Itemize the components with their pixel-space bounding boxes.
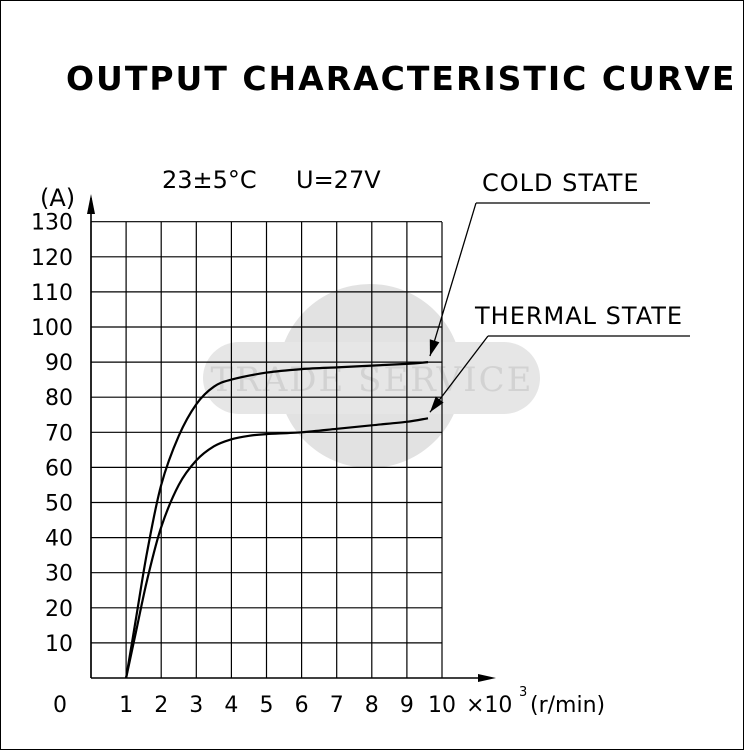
y-tick-label: 120 (31, 246, 73, 271)
x-tick-label: 9 (400, 693, 414, 718)
y-tick-label: 70 (45, 421, 73, 446)
x-multiplier-exponent: 3 (519, 685, 527, 700)
chart-title: OUTPUT CHARACTERISTIC CURVE (66, 59, 736, 98)
x-tick-label: 5 (260, 693, 274, 718)
y-tick-label: 60 (45, 456, 73, 481)
x-tick-label: 4 (224, 693, 238, 718)
series-label-thermal-state-arrowhead (429, 396, 444, 413)
x-tick-label: 3 (189, 693, 203, 718)
x-tick-label: 10 (428, 693, 456, 718)
grid (90, 221, 443, 678)
x-multiplier: ×10 (466, 693, 512, 718)
y-tick-label: 110 (31, 281, 73, 306)
y-axis-arrow (87, 194, 95, 214)
y-tick-label: 30 (45, 562, 73, 587)
x-tick-label: 1 (119, 693, 133, 718)
series-label-cold-state-leader (429, 202, 477, 357)
y-tick-label: 50 (45, 492, 73, 517)
series-labels: COLD STATE THERMAL STATE (429, 169, 690, 413)
series-curves (125, 361, 429, 679)
series-line-cold-state (125, 361, 429, 679)
condition-voltage: U=27V (296, 166, 381, 194)
condition-temperature: 23±5°C (162, 166, 257, 194)
x-axis-arrow (478, 674, 496, 682)
x-tick-label: 2 (154, 693, 168, 718)
y-tick-label: 40 (45, 527, 73, 552)
axes (87, 194, 496, 682)
x-tick-label: 6 (295, 693, 309, 718)
origin-label: 0 (53, 693, 67, 718)
series-label-cold-state-arrowhead (429, 339, 440, 357)
x-tick-labels: 1 2 3 4 5 6 7 8 9 10 (119, 693, 456, 718)
y-tick-label: 100 (31, 316, 73, 341)
x-axis-label: (r/min) (530, 693, 605, 718)
y-axis-label: (A) (40, 184, 75, 212)
y-tick-label: 90 (45, 351, 73, 376)
y-tick-label: 10 (45, 632, 73, 657)
x-tick-label: 8 (365, 693, 379, 718)
series-label-thermal-state: THERMAL STATE (474, 302, 683, 330)
y-tick-labels: 10 20 30 40 50 60 70 80 90 100 110 120 130 (31, 211, 73, 657)
y-tick-label: 130 (31, 211, 73, 236)
y-tick-label: 80 (45, 386, 73, 411)
x-tick-label: 7 (330, 693, 344, 718)
series-line-thermal-state (125, 417, 429, 679)
y-tick-label: 20 (45, 597, 73, 622)
series-label-cold-state: COLD STATE (482, 169, 640, 197)
